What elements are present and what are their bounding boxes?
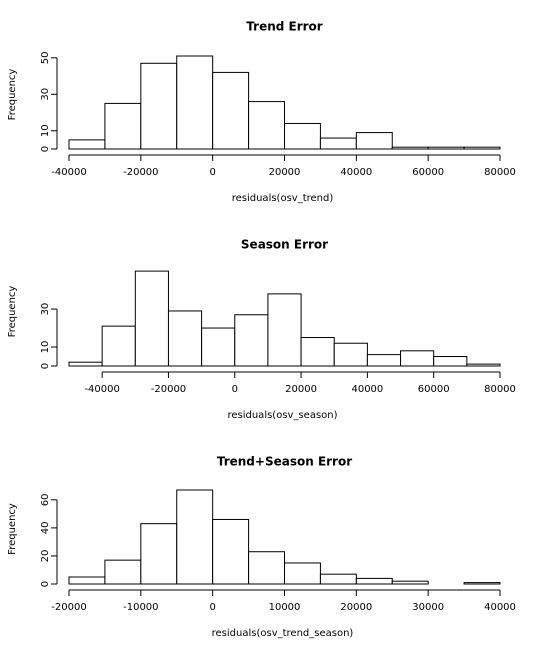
- x-axis-label: residuals(osv_trend_season): [212, 628, 354, 639]
- y-tick-label: 20: [40, 550, 51, 563]
- bar: [300, 337, 335, 367]
- bar: [140, 62, 178, 150]
- bar: [167, 310, 203, 367]
- x-tick-label: -40000: [84, 384, 119, 395]
- bar: [319, 137, 357, 150]
- chart-title: Trend Error: [246, 20, 323, 34]
- x-tick-label: 0: [232, 384, 238, 395]
- x-tick-label: 20000: [269, 167, 301, 178]
- bar: [68, 576, 106, 585]
- y-axis-label: Frequency: [7, 286, 18, 338]
- bar: [104, 559, 142, 585]
- chart-title: Season Error: [241, 238, 328, 252]
- bar: [248, 101, 285, 150]
- y-tick-label: 40: [40, 522, 51, 535]
- y-tick-label: 0: [40, 581, 51, 587]
- x-tick-label: -20000: [123, 167, 158, 178]
- bar: [104, 102, 142, 150]
- bar: [391, 146, 429, 150]
- bar: [391, 580, 429, 585]
- bar: [466, 363, 501, 367]
- bar: [134, 270, 169, 367]
- bar: [267, 293, 302, 367]
- y-axis-label: Frequency: [7, 503, 18, 555]
- x-tick-label: 80000: [484, 384, 516, 395]
- x-tick-label: 80000: [484, 167, 516, 178]
- x-tick-label: 40000: [340, 167, 372, 178]
- bar: [355, 577, 393, 585]
- y-tick-label: 0: [40, 363, 51, 369]
- bar: [101, 325, 136, 367]
- y-tick-label: 30: [40, 303, 51, 316]
- bar: [433, 356, 468, 367]
- bar: [176, 489, 214, 585]
- x-tick-label: 0: [209, 167, 215, 178]
- bar: [355, 132, 393, 150]
- x-tick-label: 60000: [418, 384, 450, 395]
- x-tick-label: -10000: [123, 602, 158, 613]
- bar: [140, 523, 178, 585]
- bar: [400, 350, 435, 367]
- bar: [463, 146, 501, 150]
- bar: [333, 342, 368, 367]
- x-tick-label: 40000: [484, 602, 516, 613]
- bar: [176, 55, 214, 150]
- x-tick-label: 10000: [269, 602, 301, 613]
- x-tick-label: -40000: [51, 167, 86, 178]
- bar: [284, 562, 321, 585]
- bar: [248, 551, 285, 585]
- bar: [212, 518, 250, 585]
- x-tick-label: 40000: [351, 384, 383, 395]
- bar: [68, 139, 106, 150]
- x-axis-label: residuals(osv_trend): [232, 193, 334, 204]
- y-tick-label: 60: [40, 493, 51, 506]
- y-tick-label: 10: [40, 341, 51, 354]
- bar: [427, 146, 465, 150]
- y-tick-label: 0: [40, 146, 51, 152]
- bar: [319, 573, 357, 585]
- bar: [284, 122, 321, 150]
- x-tick-label: 20000: [340, 602, 372, 613]
- bar: [212, 71, 250, 150]
- chart-title: Trend+Season Error: [217, 455, 352, 469]
- x-tick-label: 0: [209, 602, 215, 613]
- y-tick-label: 50: [40, 51, 51, 64]
- x-tick-label: 30000: [412, 602, 444, 613]
- y-tick-label: 10: [40, 124, 51, 137]
- x-axis-label: residuals(osv_season): [227, 410, 337, 421]
- bar: [463, 582, 501, 585]
- y-axis-label: Frequency: [7, 69, 18, 121]
- bar: [366, 354, 402, 367]
- x-tick-label: -20000: [151, 384, 186, 395]
- bar: [68, 361, 103, 367]
- x-tick-label: 60000: [412, 167, 444, 178]
- x-tick-label: 20000: [285, 384, 317, 395]
- x-tick-label: -20000: [51, 602, 86, 613]
- bar: [201, 327, 236, 367]
- y-tick-label: 30: [40, 88, 51, 101]
- bar: [234, 314, 269, 367]
